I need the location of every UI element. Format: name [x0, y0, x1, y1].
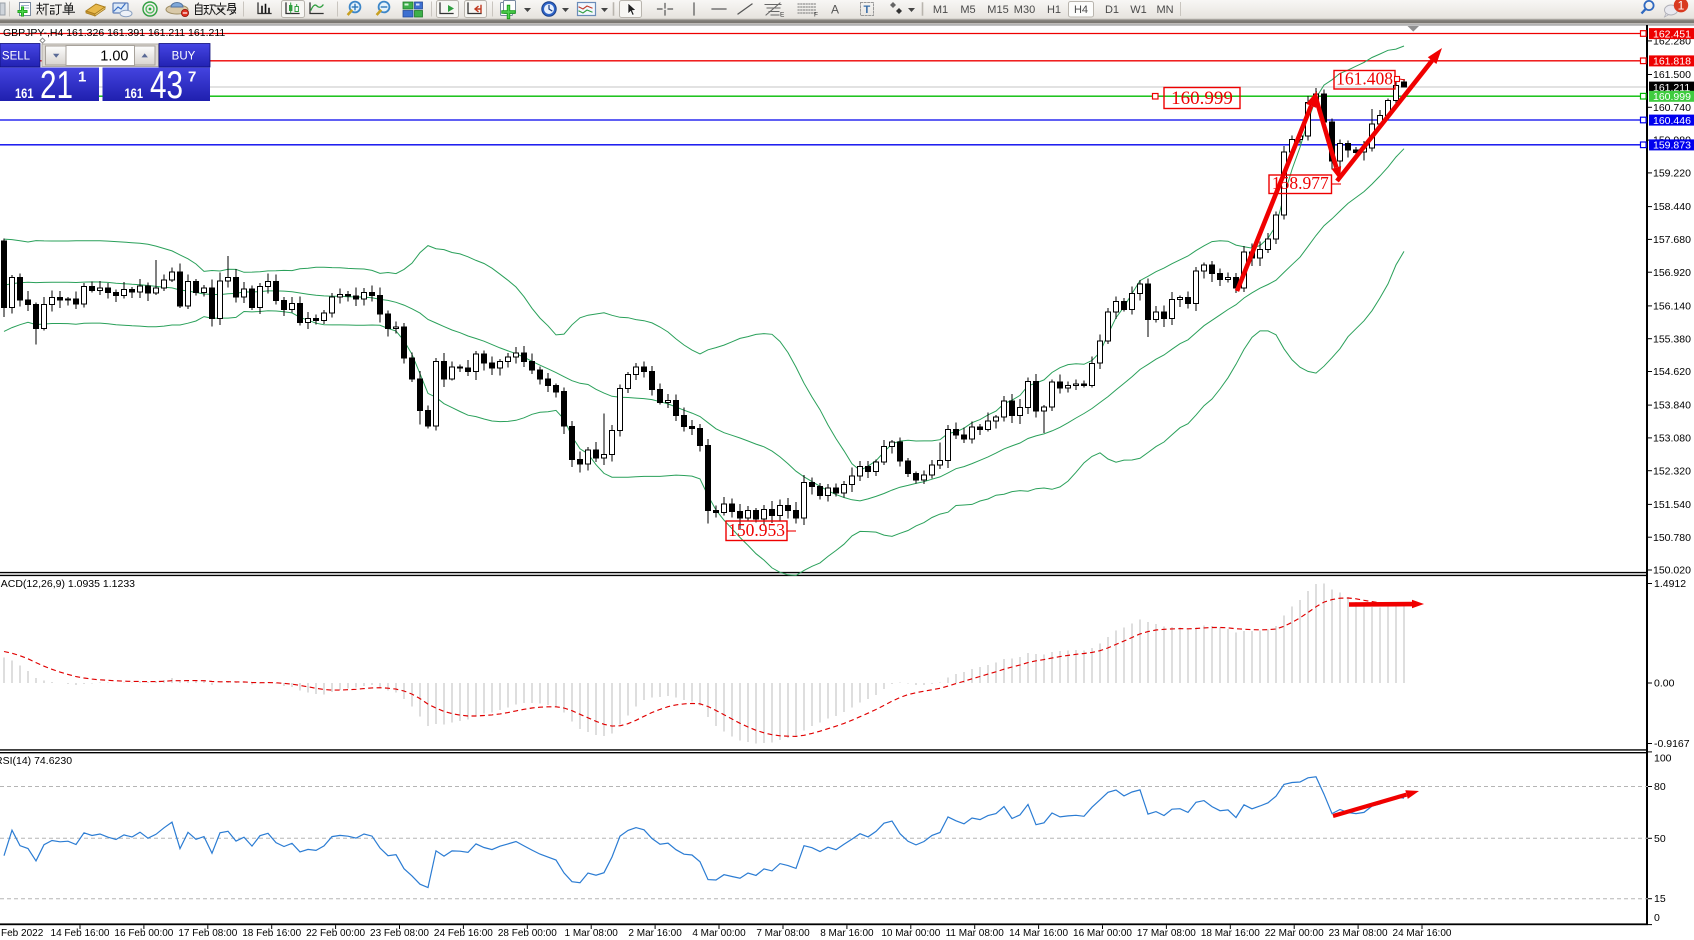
- svg-text:SELL: SELL: [2, 51, 31, 63]
- svg-text:24 Feb 16:00: 24 Feb 16:00: [434, 928, 493, 939]
- svg-text:MN: MN: [1156, 4, 1173, 16]
- svg-text:160.999: 160.999: [1653, 91, 1691, 103]
- svg-text:A: A: [831, 3, 839, 17]
- svg-text:10 Mar 00:00: 10 Mar 00:00: [881, 928, 940, 939]
- svg-text:50: 50: [1654, 833, 1666, 845]
- svg-text:M5: M5: [960, 4, 975, 16]
- svg-text:17 Mar 08:00: 17 Mar 08:00: [1137, 928, 1196, 939]
- svg-text:D1: D1: [1105, 4, 1119, 16]
- svg-text:E: E: [780, 12, 785, 19]
- svg-text:0: 0: [1654, 912, 1660, 924]
- svg-text:1.00: 1.00: [100, 48, 128, 64]
- svg-text:160.999: 160.999: [1171, 88, 1233, 109]
- svg-text:158.977: 158.977: [1272, 173, 1329, 193]
- svg-text:14 Feb 16:00: 14 Feb 16:00: [51, 928, 110, 939]
- svg-text:155.380: 155.380: [1653, 333, 1691, 345]
- svg-text:150.953: 150.953: [728, 520, 785, 540]
- svg-text:15: 15: [1654, 893, 1666, 905]
- svg-text:154.620: 154.620: [1653, 366, 1691, 378]
- svg-text:159.873: 159.873: [1653, 140, 1691, 152]
- svg-text:17 Feb 08:00: 17 Feb 08:00: [178, 928, 237, 939]
- svg-text:150.020: 150.020: [1653, 565, 1691, 577]
- svg-text:T: T: [864, 4, 871, 16]
- svg-text:14 Mar 16:00: 14 Mar 16:00: [1009, 928, 1068, 939]
- svg-text:F: F: [814, 12, 818, 19]
- svg-text:162.451: 162.451: [1653, 28, 1691, 40]
- svg-text:151.540: 151.540: [1653, 499, 1691, 511]
- svg-text:1.4912: 1.4912: [1654, 578, 1686, 590]
- svg-text:80: 80: [1654, 781, 1666, 793]
- svg-text:153.840: 153.840: [1653, 400, 1691, 412]
- svg-text:RSI(14) 74.6230: RSI(14) 74.6230: [0, 755, 72, 767]
- svg-text:1 Mar 08:00: 1 Mar 08:00: [565, 928, 619, 939]
- svg-text:160.446: 160.446: [1653, 115, 1691, 127]
- svg-text:43: 43: [150, 64, 183, 107]
- svg-text:152.320: 152.320: [1653, 465, 1691, 477]
- svg-text:28 Feb 00:00: 28 Feb 00:00: [498, 928, 557, 939]
- svg-text:0.00: 0.00: [1654, 678, 1675, 690]
- svg-text:16 Mar 00:00: 16 Mar 00:00: [1073, 928, 1132, 939]
- svg-text:GBPJPY-,H4 161.326 161.391 16: GBPJPY-,H4 161.326 161.391 161.211 161.2…: [3, 27, 225, 39]
- svg-text:159.220: 159.220: [1653, 168, 1691, 180]
- svg-text:BUY: BUY: [172, 51, 196, 63]
- svg-text:1: 1: [1678, 0, 1685, 12]
- svg-text:21: 21: [40, 64, 73, 107]
- svg-text:MACD(12,26,9) 1.0935 1.1233: MACD(12,26,9) 1.0935 1.1233: [0, 578, 135, 590]
- svg-text:150.780: 150.780: [1653, 532, 1691, 544]
- svg-text:100: 100: [1654, 753, 1672, 765]
- svg-text:W1: W1: [1130, 4, 1147, 16]
- svg-text:4 Mar 00:00: 4 Mar 00:00: [692, 928, 746, 939]
- svg-text:H1: H1: [1047, 4, 1061, 16]
- svg-text:156.140: 156.140: [1653, 301, 1691, 313]
- svg-text:161: 161: [125, 85, 144, 101]
- svg-text:161: 161: [15, 85, 34, 101]
- svg-text:18 Mar 16:00: 18 Mar 16:00: [1201, 928, 1260, 939]
- svg-text:22 Feb 00:00: 22 Feb 00:00: [306, 928, 365, 939]
- svg-text:23 Feb 08:00: 23 Feb 08:00: [370, 928, 429, 939]
- svg-text:M30: M30: [1014, 4, 1035, 16]
- svg-text:156.920: 156.920: [1653, 267, 1691, 279]
- svg-text:161.408: 161.408: [1336, 69, 1393, 89]
- svg-text:160.740: 160.740: [1653, 102, 1691, 114]
- svg-text:7 Mar 08:00: 7 Mar 08:00: [756, 928, 810, 939]
- svg-text:161.500: 161.500: [1653, 69, 1691, 81]
- svg-text:-0.9167: -0.9167: [1654, 738, 1690, 750]
- svg-text:8 Mar 16:00: 8 Mar 16:00: [820, 928, 874, 939]
- svg-text:153.080: 153.080: [1653, 433, 1691, 445]
- svg-text:161.818: 161.818: [1653, 56, 1691, 68]
- svg-text:24 Mar 16:00: 24 Mar 16:00: [1393, 928, 1452, 939]
- svg-text:22 Mar 00:00: 22 Mar 00:00: [1265, 928, 1324, 939]
- svg-text:23 Mar 08:00: 23 Mar 08:00: [1329, 928, 1388, 939]
- svg-text:2 Mar 16:00: 2 Mar 16:00: [628, 928, 682, 939]
- svg-text:157.680: 157.680: [1653, 234, 1691, 246]
- svg-text:18 Feb 16:00: 18 Feb 16:00: [242, 928, 301, 939]
- svg-text:M15: M15: [987, 4, 1008, 16]
- svg-text:H4: H4: [1074, 4, 1088, 16]
- svg-text:16 Feb 00:00: 16 Feb 00:00: [114, 928, 173, 939]
- svg-text:Feb 2022: Feb 2022: [1, 928, 44, 939]
- svg-text:M1: M1: [933, 4, 948, 16]
- svg-text:7: 7: [188, 69, 196, 86]
- svg-text:158.440: 158.440: [1653, 201, 1691, 213]
- svg-text:1: 1: [78, 69, 86, 86]
- svg-text:11 Mar 08:00: 11 Mar 08:00: [946, 928, 1005, 939]
